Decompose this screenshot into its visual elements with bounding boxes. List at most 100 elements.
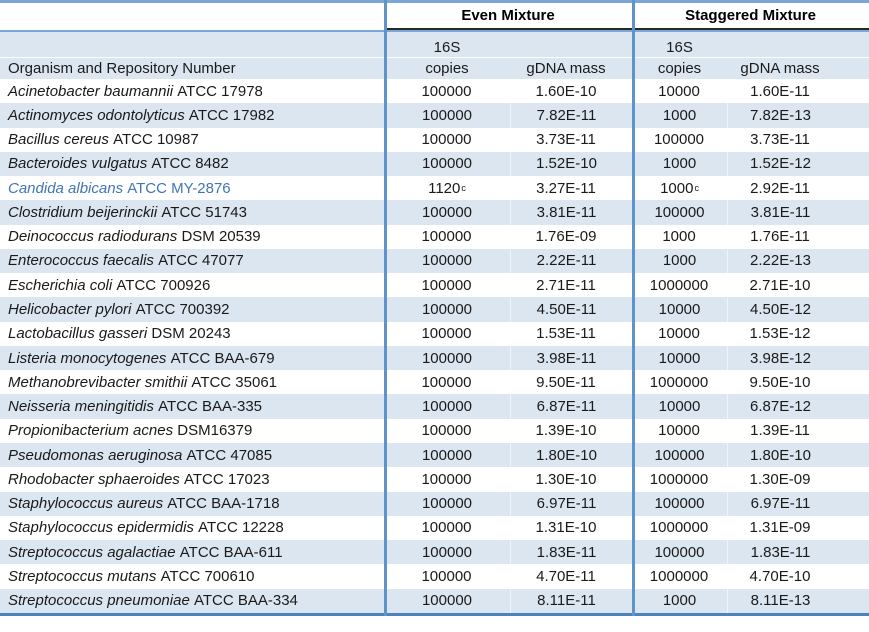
table-top-border	[0, 0, 869, 3]
even-copies-cell: 100000	[421, 325, 472, 343]
repository-number: ATCC 12228	[198, 519, 284, 537]
even-gdna-mass-cell: 8.11E-11	[510, 588, 632, 613]
even-copies-cell: 100000	[421, 373, 472, 391]
even-gdna-mass-cell: 4.70E-11	[536, 567, 596, 585]
staggered-gdna-mass-cell: 3.81E-11	[727, 200, 869, 225]
even-copies-cell: 1120 c	[428, 179, 466, 197]
even-gdna-mass-cell: 1.39E-10	[535, 422, 597, 440]
staggered-copies-cell: 1000000	[649, 373, 709, 391]
staggered-gdna-mass-cell: 2.92E-11	[750, 179, 810, 197]
table-row: Pseudomonas aeruginosa ATCC 47085 100000…	[0, 442, 869, 468]
staggered-gdna-mass-cell: 3.98E-12	[727, 345, 869, 371]
organism-name: Staphylococcus epidermidis	[8, 519, 194, 537]
organism-cell: Bacteroides vulgatus ATCC 8482	[0, 152, 384, 176]
organism-name: Helicobacter pylori	[8, 301, 132, 319]
organism-cell: Methanobrevibacter smithii ATCC 35061	[0, 370, 384, 394]
staggered-copies-cell: 1000000	[649, 276, 709, 294]
even-gdna-mass-cell: 1.83E-11	[510, 540, 632, 565]
organism-name: Streptococcus pneumoniae	[8, 592, 190, 610]
staggered-copies-cell: 1000	[632, 151, 727, 177]
organism-cell: Acinetobacter baumannii ATCC 17978	[0, 79, 384, 103]
staggered-mixture-header: Staggered Mixture	[632, 3, 869, 30]
even-mixture-header: Even Mixture	[384, 3, 632, 30]
even-copies-cell: 100000	[421, 131, 472, 149]
organism-cell: Lactobacillus gasseri DSM 20243	[0, 322, 384, 346]
organism-name: Bacteroides vulgatus	[8, 155, 148, 173]
even-gdna-mass-cell: 6.97E-11	[510, 491, 632, 516]
staggered-gdna-mass-cell: 4.70E-10	[749, 567, 811, 585]
table-row: Clostridium beijerinckii ATCC 51743 1000…	[0, 200, 869, 225]
staggered-gdna-mass-cell: 1.83E-11	[727, 540, 869, 565]
table-row: Deinococcus radiodurans DSM 20539 100000…	[0, 224, 869, 249]
organism-name: Lactobacillus gasseri	[8, 325, 148, 343]
subheader-row-labels: Organism and Repository Number copies gD…	[0, 57, 869, 79]
repository-number: ATCC 47077	[158, 252, 244, 270]
even-copies-cell: 100000	[421, 567, 472, 585]
staggered-gdna-mass-cell: 1.52E-12	[727, 151, 869, 177]
table-body: Acinetobacter baumannii ATCC 17978 10000…	[0, 79, 869, 613]
header-divider-line	[0, 30, 869, 32]
repository-number: ATCC 700610	[160, 567, 255, 585]
even-gdna-mass-cell: 1.52E-10	[510, 151, 632, 177]
staggered-copies-cell: 10000	[658, 422, 700, 440]
organism-name: Propionibacterium acnes	[8, 422, 174, 440]
staggered-copies-cell: 10000	[658, 325, 700, 343]
even-gdna-mass-cell: 6.87E-11	[510, 394, 632, 419]
staggered-gdna-mass-cell: 1.76E-11	[750, 228, 810, 246]
repository-number: ATCC MY-2876	[127, 179, 231, 197]
staggered-copies-cell: 1000	[632, 588, 727, 613]
staggered-mass-spacer	[727, 32, 869, 57]
staggered-copies-cell: 10000	[632, 345, 727, 371]
organism-cell: Listeria monocytogenes ATCC BAA-679	[0, 346, 384, 370]
staggered-gdna-mass-cell: 6.87E-12	[727, 394, 869, 419]
staggered-16s-label: 16S	[666, 39, 693, 56]
even-gdna-mass-cell: 1.80E-10	[510, 442, 632, 468]
even-gdna-mass-cell: 2.71E-11	[536, 276, 596, 294]
repository-number: DSM 20243	[151, 325, 231, 343]
repository-number: ATCC BAA-679	[170, 349, 275, 367]
table-row: Enterococcus faecalis ATCC 47077 100000 …	[0, 248, 869, 274]
table-row: Actinomyces odontolyticus ATCC 17982 100…	[0, 103, 869, 128]
even-copies-header: copies	[425, 60, 469, 77]
organism-cell: Candida albicans ATCC MY-2876	[0, 176, 384, 200]
organism-name: Listeria monocytogenes	[8, 349, 167, 367]
organism-cell: Streptococcus mutans ATCC 700610	[0, 564, 384, 588]
staggered-gdna-mass-cell: 7.82E-13	[727, 103, 869, 128]
even-copies-cell: 100000	[421, 82, 472, 100]
staggered-copies-cell: 10000	[632, 394, 727, 419]
staggered-gdna-mass-cell: 9.50E-10	[749, 373, 811, 391]
even-gdna-mass-cell: 4.50E-11	[510, 297, 632, 322]
even-copies-cell: 100000	[421, 228, 472, 246]
even-gdna-mass-cell: 3.81E-11	[510, 200, 632, 225]
organism-name: Pseudomonas aeruginosa	[8, 446, 183, 464]
staggered-gdna-mass-cell: 1.80E-10	[727, 442, 869, 468]
table-row: Staphylococcus epidermidis ATCC 12228 10…	[0, 515, 869, 541]
group-header-spacer	[0, 3, 384, 30]
even-gdna-mass-cell: 9.50E-11	[536, 373, 596, 391]
staggered-gdna-mass-cell: 4.50E-12	[727, 297, 869, 322]
staggered-gdna-mass-cell: 1.31E-09	[749, 519, 811, 537]
staggered-copies-cell: 1000 c	[660, 179, 699, 197]
organism-cell: Neisseria meningitidis ATCC BAA-335	[0, 394, 384, 418]
even-gdna-mass-cell: 3.98E-11	[510, 345, 632, 371]
organism-cell: Staphylococcus aureus ATCC BAA-1718	[0, 492, 384, 516]
organism-column-separator	[384, 0, 387, 616]
organism-cell: Escherichia coli ATCC 700926	[0, 273, 384, 297]
staggered-gdna-mass-cell: 1.39E-11	[750, 422, 810, 440]
staggered-copies-cell: 10000	[658, 82, 700, 100]
even-mass-spacer	[510, 32, 632, 57]
table-row: Bacillus cereus ATCC 10987 100000 3.73E-…	[0, 127, 869, 152]
organism-name: Candida albicans	[8, 179, 124, 197]
staggered-copies-cell: 100000	[632, 200, 727, 225]
repository-number: ATCC BAA-611	[179, 543, 283, 561]
staggered-copies-header: copies	[657, 60, 702, 77]
organism-cell: Bacillus cereus ATCC 10987	[0, 128, 384, 152]
organism-cell: Propionibacterium acnes DSM16379	[0, 419, 384, 443]
table-row: Neisseria meningitidis ATCC BAA-335 1000…	[0, 394, 869, 419]
table-row: Propionibacterium acnes DSM16379 100000 …	[0, 418, 869, 443]
even-gdna-mass-cell: 7.82E-11	[510, 103, 632, 128]
even-copies-cell: 100000	[384, 103, 510, 128]
organism-name: Clostridium beijerinckii	[8, 203, 158, 221]
even-gdna-mass-cell: 1.31E-10	[535, 519, 597, 537]
